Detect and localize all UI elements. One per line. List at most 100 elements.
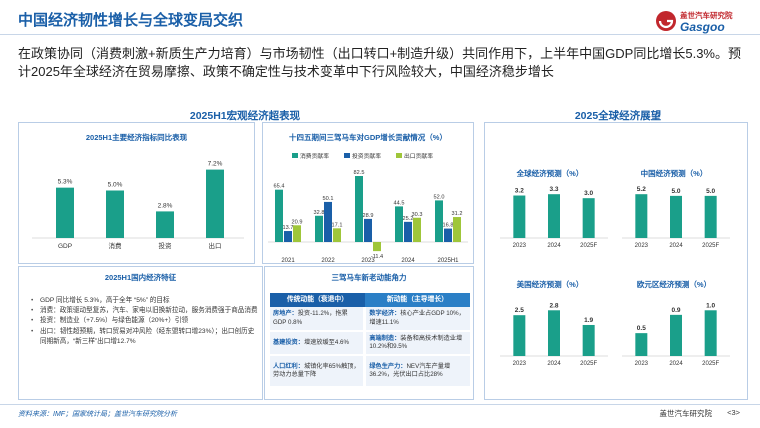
data-label: 30.3	[412, 212, 423, 218]
data-label: 0.9	[671, 307, 680, 314]
bar	[293, 225, 301, 242]
tick-label: GDP	[58, 243, 72, 250]
table-row: 房地产：投资-11.2%，拖累GDP 0.8% 数字经济：核心产业占GDP 10…	[270, 307, 470, 332]
bar	[582, 198, 595, 238]
footer-brand: 盖世汽车研究院	[659, 409, 713, 418]
logo-word: Gasgoo	[680, 20, 725, 34]
eurozone-forecast-chart: 0.5 2023 0.9 2024 1.0 2025F	[622, 302, 730, 367]
legend-swatch	[292, 153, 298, 158]
page-number: <3>	[727, 408, 740, 417]
us-forecast-title: 美国经济预测（%）	[516, 280, 584, 289]
tick-label: 2025H1	[437, 258, 459, 262]
data-label: 5.0%	[108, 182, 123, 189]
old-momentum-header: 传统动能（衰退中）	[270, 293, 365, 307]
china-forecast-title: 中国经济预测（%）	[640, 169, 708, 178]
bar	[364, 218, 372, 242]
bar	[333, 228, 341, 242]
data-label: 3.0	[584, 190, 593, 197]
data-label: 13.7	[283, 225, 294, 231]
feature-item: 消费：政策驱动型复苏，汽车、家电以旧换新拉动，服务消费强于商品消费	[30, 306, 260, 316]
bar	[324, 201, 332, 242]
tick-label: 2023	[635, 243, 649, 249]
data-label: 32.8	[314, 210, 325, 216]
tick-label: 2023	[513, 243, 527, 249]
bar	[413, 217, 421, 242]
bar	[275, 189, 283, 242]
bar	[444, 228, 452, 242]
bar	[355, 176, 363, 242]
tick-label: 投资	[159, 241, 173, 250]
old-cell: 房地产：投资-11.2%，拖累GDP 0.8%	[270, 307, 365, 332]
data-label: 44.5	[394, 200, 405, 206]
tick-label: 2021	[281, 258, 295, 262]
new-cell: 高端制造：装备和高技术制造业增10.2%和9.5%	[363, 331, 470, 356]
left-section-heading: 2025H1宏观经济超表现	[189, 110, 301, 122]
data-label: 25.2	[403, 216, 414, 222]
data-label: 2.8%	[158, 202, 173, 209]
right-section-heading: 2025全球经济展望	[574, 110, 662, 122]
header-divider	[0, 34, 760, 35]
bar	[548, 310, 560, 356]
new-cell: 绿色生产力：NEV汽车产量增36.2%，光伏出口占比28%	[363, 355, 470, 388]
data-label: 5.0	[671, 188, 680, 195]
momentum-table: 传统动能（衰退中） 新动能（主导增长） 房地产：投资-11.2%，拖累GDP 0…	[270, 293, 470, 388]
data-label: 5.2	[637, 186, 646, 193]
footer-divider	[0, 404, 760, 405]
data-label: 28.9	[363, 213, 374, 219]
tick-label: 2025F	[580, 361, 597, 367]
data-label: 82.5	[354, 170, 365, 176]
tick-label: 2024	[401, 258, 415, 262]
data-label: 31.2	[452, 211, 463, 217]
tick-label: 出口	[209, 241, 222, 250]
feature-item: GDP 同比增长 5.3%，高于全年 “5%” 的目标	[30, 296, 260, 306]
data-label: 2.5	[515, 307, 524, 314]
data-label: 5.3%	[58, 179, 73, 186]
data-label: 1.0	[706, 302, 715, 309]
china-forecast-chart: 5.2 2023 5.0 2024 5.0 2025F	[622, 186, 730, 249]
bar	[106, 190, 124, 238]
tick-label: 2024	[669, 361, 683, 367]
bar	[670, 314, 682, 356]
eurozone-forecast-title: 欧元区经济预测（%）	[636, 280, 712, 289]
data-label: 2.8	[549, 302, 558, 309]
table-row: 基建投资：增速放缓至4.6% 高端制造：装备和高技术制造业增10.2%和9.5%	[270, 331, 470, 356]
data-label: 1.9	[584, 317, 593, 324]
logo-icon	[656, 11, 676, 31]
bar	[395, 206, 403, 242]
legend-entry: 出口贡献率	[404, 152, 433, 160]
tick-label: 2023	[635, 361, 649, 367]
page-title: 中国经济韧性增长与全球变局交织	[18, 12, 244, 29]
bar	[704, 310, 717, 356]
data-label: 52.0	[434, 194, 445, 200]
global-forecast-title: 全球经济预测（%）	[516, 169, 584, 178]
logo-brand-text: 盖世汽车研究院	[680, 10, 733, 20]
tick-label: 2025F	[580, 243, 597, 249]
data-label: 16.8	[443, 223, 454, 229]
legend-entry: 投资贡献率	[352, 152, 381, 160]
tick-label: 2024	[547, 243, 561, 249]
indicator-chart-title: 2025H1主要经济指标同比表现	[85, 133, 188, 142]
momentum-title: 三驾马车新老动能角力	[331, 273, 407, 282]
tick-label: 2022	[321, 258, 335, 262]
data-label: 20.9	[292, 219, 303, 225]
bar	[315, 215, 323, 242]
feature-item: 出口：韧性超预期，转口贸易对冲风险（经东盟转口增23%）；出口创历史同期新高，“…	[30, 327, 260, 347]
data-label: 65.4	[274, 184, 285, 190]
global-forecast-chart: 3.2 2023 3.3 2024 3.0 2025F	[500, 186, 608, 249]
legend-swatch	[344, 153, 350, 158]
bar	[670, 195, 682, 238]
bar	[513, 315, 526, 356]
legend-entry: 消费贡献率	[300, 152, 329, 160]
legend-swatch	[396, 153, 402, 158]
new-momentum-header: 新动能（主导增长）	[364, 293, 470, 307]
data-label: 3.2	[515, 188, 524, 195]
bar	[56, 187, 74, 238]
tick-label: 2023	[513, 361, 527, 367]
data-label: 50.1	[323, 196, 334, 202]
bar	[513, 195, 526, 238]
bar	[284, 231, 292, 242]
bar	[635, 194, 648, 238]
bar	[548, 194, 560, 238]
old-cell: 人口红利：城镇化率65%触顶，劳动力总量下降	[270, 355, 365, 388]
features-title: 2025H1国内经济特征	[104, 273, 177, 282]
